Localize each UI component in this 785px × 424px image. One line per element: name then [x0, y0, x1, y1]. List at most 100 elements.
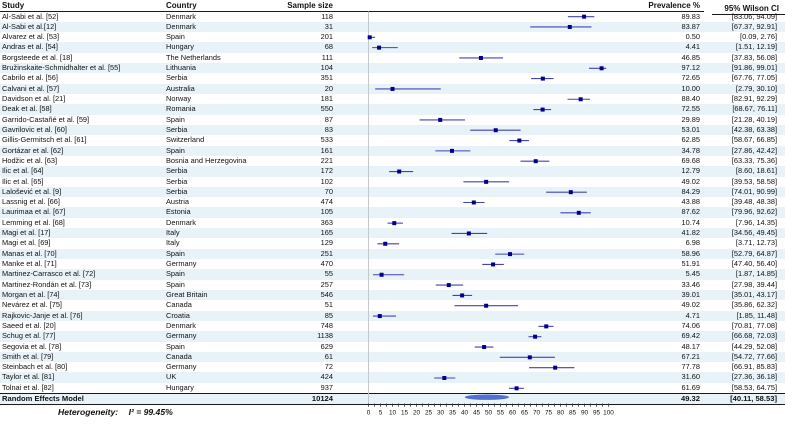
table-row: Laurimaa et al. [67] Estonia 105 87.62 [79.9…: [0, 207, 785, 218]
axis-tick-label: 5: [379, 410, 383, 417]
study-table-body: Al-Sabi et al. [52] Denmark 118 89.83 [83.06…: [0, 12, 785, 394]
ci-header-rule: [712, 14, 785, 15]
study-cell: Bružinskaite-Schmidhalter et al. [55]: [2, 63, 121, 73]
column-header-prevalence: Prevalence %: [648, 1, 700, 10]
prevalence-cell: 67.21: [681, 351, 701, 361]
study-cell: Laurimaa et al. [67]: [2, 207, 66, 217]
prevalence-cell: 12.79: [681, 166, 701, 176]
study-cell: Gavrilovic et al. [60]: [2, 124, 67, 134]
country-cell: Great Britain: [166, 289, 208, 299]
ci-cell: [21.28, 40.19]: [731, 114, 777, 124]
axis-tick-label: 95: [593, 410, 601, 417]
prevalence-cell: 77.78: [681, 362, 701, 372]
ci-cell: [79.96, 92.62]: [731, 207, 777, 217]
study-cell: Magi et al. [69]: [2, 238, 51, 248]
table-row: Rajkovic-Janje et al. [76] Croatia 85 4.71 […: [0, 310, 785, 321]
sample-size-cell: 105: [320, 207, 333, 217]
ci-cell: [27.86, 42.42]: [731, 145, 777, 155]
table-row: Ilic et al. [65] Serbia 102 49.02 [39.53, 58…: [0, 177, 785, 187]
summary-sample-size: 10124: [311, 394, 333, 404]
ci-cell: [44.29, 52.08]: [731, 341, 777, 351]
sample-size-cell: 474: [320, 197, 333, 207]
country-cell: Spain: [166, 145, 185, 155]
sample-size-cell: 470: [320, 259, 333, 268]
sample-size-cell: 165: [320, 228, 333, 238]
sample-size-cell: 629: [320, 341, 333, 351]
country-cell: Croatia: [166, 310, 190, 320]
prevalence-cell: 61.69: [681, 382, 701, 392]
axis-tick-label: 100: [603, 410, 614, 417]
sample-size-cell: 251: [320, 248, 333, 258]
table-row: Al-Sabi et al. [52] Denmark 118 89.83 [83.06…: [0, 12, 785, 22]
country-cell: Denmark: [166, 320, 196, 330]
sample-size-cell: 31: [324, 21, 333, 31]
sample-size-cell: 221: [320, 155, 333, 165]
prevalence-cell: 33.46: [681, 279, 701, 289]
ci-cell: [35.86, 62.32]: [731, 300, 777, 310]
table-row: Martinez-Rondán et al. [73] Spain 257 33.46…: [0, 280, 785, 290]
prevalence-cell: 4.71: [685, 310, 700, 320]
table-row: Alvarez et al. [53] Spain 201 0.50 [0.09, 2.…: [0, 32, 785, 42]
country-cell: Australia: [166, 83, 195, 93]
study-cell: Hodžic et al. [63]: [2, 155, 58, 165]
axis-tick-label: 80: [557, 410, 565, 417]
country-cell: Hungary: [166, 42, 194, 52]
table-row: Schug et al. [77] Germany 1138 69.42 [66.68,…: [0, 331, 785, 342]
sample-size-cell: 20: [324, 83, 333, 93]
table-row: Hodžic et al. [63] Bosnia and Herzegovina…: [0, 156, 785, 166]
sample-size-cell: 129: [320, 238, 333, 248]
prevalence-cell: 62.85: [681, 135, 701, 145]
prevalence-cell: 48.17: [681, 341, 701, 351]
ci-cell: [1.51, 12.19]: [735, 42, 777, 52]
table-row: Gavrilovic et al. [60] Serbia 83 53.01 [42.3…: [0, 124, 785, 136]
study-cell: Tolnai et al. [82]: [2, 382, 54, 392]
column-header-wilson-ci: 95% Wilson CI: [724, 4, 779, 13]
ci-cell: [0.09, 2.76]: [740, 32, 777, 42]
axis-tick-label: 85: [569, 410, 577, 417]
table-row: Gillis-Germitsch et al. [61] Switzerland 5…: [0, 135, 785, 145]
country-cell: Romania: [166, 104, 196, 114]
study-cell: Alvarez et al. [53]: [2, 32, 60, 42]
ci-cell: [3.71, 12.73]: [735, 238, 777, 248]
sample-size-cell: 363: [320, 217, 333, 227]
ci-cell: [54.72, 77.66]: [731, 351, 777, 361]
prevalence-cell: 84.29: [681, 186, 701, 196]
prevalence-cell: 10.00: [681, 83, 701, 93]
country-cell: Spain: [166, 279, 185, 289]
country-cell: Serbia: [166, 176, 188, 186]
prevalence-cell: 43.88: [681, 197, 701, 207]
table-row: Morgan et al. [74] Great Britain 546 39.01 […: [0, 289, 785, 301]
table-row: Smith et al. [79] Canada 61 67.21 [54.72, 77…: [0, 351, 785, 363]
axis-tick-label: 15: [401, 410, 409, 417]
country-cell: Spain: [166, 32, 185, 42]
sample-size-cell: 85: [324, 310, 333, 320]
table-row: Borgsteede et al. [18] The Netherlands 111…: [0, 53, 785, 63]
axis-tick-label: 60: [509, 410, 517, 417]
axis-tick-label: 0: [367, 410, 371, 417]
ci-cell: [34.56, 49.45]: [731, 228, 777, 238]
summary-prevalence: 49.32: [680, 394, 700, 404]
table-row: Manas et al. [70] Spain 251 58.96 [52.79, 64…: [0, 248, 785, 259]
study-cell: Cabrilo et al. [56]: [2, 73, 58, 83]
heterogeneity-note: Heterogeneity: I² = 99.45%: [58, 407, 173, 417]
country-cell: Austria: [166, 197, 190, 207]
prevalence-cell: 49.02: [681, 176, 701, 186]
sample-size-cell: 533: [320, 135, 333, 145]
country-cell: Hungary: [166, 382, 194, 392]
sample-size-cell: 748: [320, 320, 333, 330]
table-row: Segovia et al. [78] Spain 629 48.17 [44.29, …: [0, 342, 785, 352]
sample-size-cell: 68: [324, 42, 333, 52]
ci-cell: [83.06, 94.09]: [731, 11, 777, 21]
study-cell: Smith et al. [79]: [2, 351, 54, 361]
sample-size-cell: 546: [320, 289, 333, 299]
study-cell: Morgan et al. [74]: [2, 289, 60, 299]
table-row: Steinbach et al. [80] Germany 72 77.78 [66.9…: [0, 362, 785, 372]
study-cell: Lassnig et al. [66]: [2, 197, 60, 207]
prevalence-cell: 83.87: [681, 21, 701, 31]
prevalence-cell: 0.50: [685, 32, 700, 42]
prevalence-cell: 88.40: [681, 94, 701, 103]
sample-size-cell: 72: [324, 362, 333, 372]
country-cell: Norway: [166, 94, 192, 103]
ci-cell: [8.60, 18.61]: [735, 166, 777, 176]
study-cell: Taylor et al. [81]: [2, 372, 55, 382]
